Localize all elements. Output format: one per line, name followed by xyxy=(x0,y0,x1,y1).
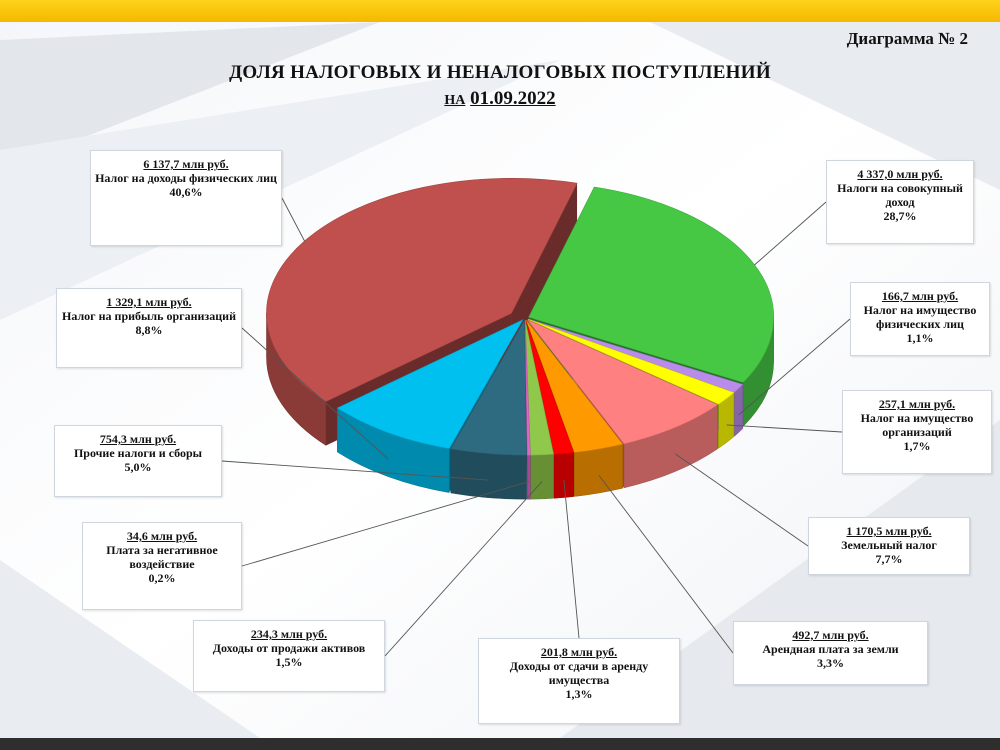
slice-side-6 xyxy=(553,452,575,499)
leader-line-10 xyxy=(241,327,389,460)
slice-percent: 28,7% xyxy=(883,209,917,223)
slice-side-9 xyxy=(450,448,527,500)
slice-5 xyxy=(525,319,624,453)
slice-amount: 754,3 млн руб. xyxy=(99,432,177,446)
subtitle-date: 01.09.2022 xyxy=(470,88,556,109)
slice-11 xyxy=(266,177,578,402)
slice-label-4: 1 170,5 млн руб. Земельный налог 7,7% xyxy=(808,517,970,575)
bottom-accent-bar xyxy=(0,738,1000,750)
slice-amount: 234,3 млн руб. xyxy=(250,627,328,641)
slice-label-7: 234,3 млн руб. Доходы от продажи активов 1… xyxy=(193,620,385,692)
slice-name: Доходы от сдачи в аренду имущества xyxy=(509,659,649,687)
slice-side-2 xyxy=(733,383,744,438)
diagram-number: Диаграмма № 2 xyxy=(846,29,968,48)
slice-4 xyxy=(527,319,719,445)
slice-8 xyxy=(524,320,531,456)
slice-name: Прочие налоги и сборы xyxy=(73,446,203,460)
chart-title: ДОЛЯ НАЛОГОВЫХ И НЕНАЛОГОВЫХ ПОСТУПЛЕНИЙ xyxy=(229,62,771,83)
slice-amount: 4 337,0 млн руб. xyxy=(857,167,943,181)
slice-label-5: 492,7 млн руб. Арендная плата за земли 3,3… xyxy=(733,621,928,685)
slice-name: Доходы от продажи активов xyxy=(212,641,366,655)
top-accent-bar xyxy=(0,0,1000,22)
slice-name: Плата за негативное воздействие xyxy=(106,543,218,571)
slice-amount: 201,8 млн руб. xyxy=(540,645,618,659)
slice-label-2: 166,7 млн руб. Налог на имущество физичес… xyxy=(850,282,990,356)
slice-percent: 1,3% xyxy=(565,687,593,701)
slice-percent: 3,3% xyxy=(817,656,844,670)
slice-label-1: 4 337,0 млн руб. Налоги на совокупный дох… xyxy=(826,160,974,244)
slice-percent: 5,0% xyxy=(124,460,152,474)
slice-percent: 1,1% xyxy=(906,331,934,345)
slice-10 xyxy=(336,319,524,449)
slice-cut-11 xyxy=(511,183,578,358)
slice-percent: 1,5% xyxy=(275,655,303,669)
leader-lines xyxy=(221,197,851,657)
slice-name: Земельный налог xyxy=(841,538,937,552)
leader-line-11 xyxy=(281,197,305,242)
slice-amount: 34,6 млн руб. xyxy=(126,529,198,543)
slice-side-8 xyxy=(527,454,531,500)
slice-name: Налог на имущество организаций xyxy=(860,411,974,439)
slice-amount: 1 170,5 млн руб. xyxy=(846,524,932,538)
slice-amount: 6 137,7 млн руб. xyxy=(143,157,229,171)
leader-line-3 xyxy=(726,424,843,433)
slice-amount: 257,1 млн руб. xyxy=(878,397,956,411)
slice-name: Налог на доходы физических лиц xyxy=(95,171,277,185)
leader-line-7 xyxy=(384,480,543,657)
slice-3 xyxy=(528,319,735,405)
leader-line-5 xyxy=(598,475,734,654)
slice-side-5 xyxy=(574,443,624,497)
slice-amount: 166,7 млн руб. xyxy=(881,289,959,303)
leader-line-8 xyxy=(241,481,529,567)
slice-percent: 40,6% xyxy=(169,185,203,199)
slice-name: Налоги на совокупный доход xyxy=(837,181,963,209)
slice-name: Налог на имущество физических лиц xyxy=(863,303,977,331)
slice-label-6: 201,8 млн руб. Доходы от сдачи в аренду и… xyxy=(478,638,680,724)
slice-name: Налог на прибыль организаций xyxy=(62,309,236,323)
slice-percent: 0,2% xyxy=(148,571,176,585)
leader-line-2 xyxy=(738,318,851,416)
slice-9 xyxy=(450,319,527,456)
subtitle-prefix: НА xyxy=(444,93,466,108)
pie-tops xyxy=(266,177,774,456)
slice-amount: 492,7 млн руб. xyxy=(792,628,869,642)
slice-amount: 1 329,1 млн руб. xyxy=(106,295,192,309)
leader-line-1 xyxy=(754,201,827,266)
leader-line-6 xyxy=(563,479,580,639)
slice-label-3: 257,1 млн руб. Налог на имущество организ… xyxy=(842,390,992,474)
leader-line-4 xyxy=(674,453,809,547)
slice-label-11: 6 137,7 млн руб. Налог на доходы физическ… xyxy=(90,150,282,246)
slice-percent: 8,8% xyxy=(135,323,163,337)
slice-side-7 xyxy=(530,454,554,500)
slice-6 xyxy=(525,320,575,455)
slice-percent: 1,7% xyxy=(903,439,931,453)
slice-percent: 7,7% xyxy=(875,552,903,566)
slice-label-10: 1 329,1 млн руб. Налог на прибыль организ… xyxy=(56,288,242,368)
leader-line-9 xyxy=(221,460,489,481)
chart-subtitle: НА 01.09.2022 xyxy=(0,88,1000,110)
slice-label-8: 34,6 млн руб. Плата за негативное воздейс… xyxy=(82,522,242,610)
slice-label-9: 754,3 млн руб. Прочие налоги и сборы 5,0% xyxy=(54,425,222,497)
slice-name: Арендная плата за земли xyxy=(762,642,899,656)
